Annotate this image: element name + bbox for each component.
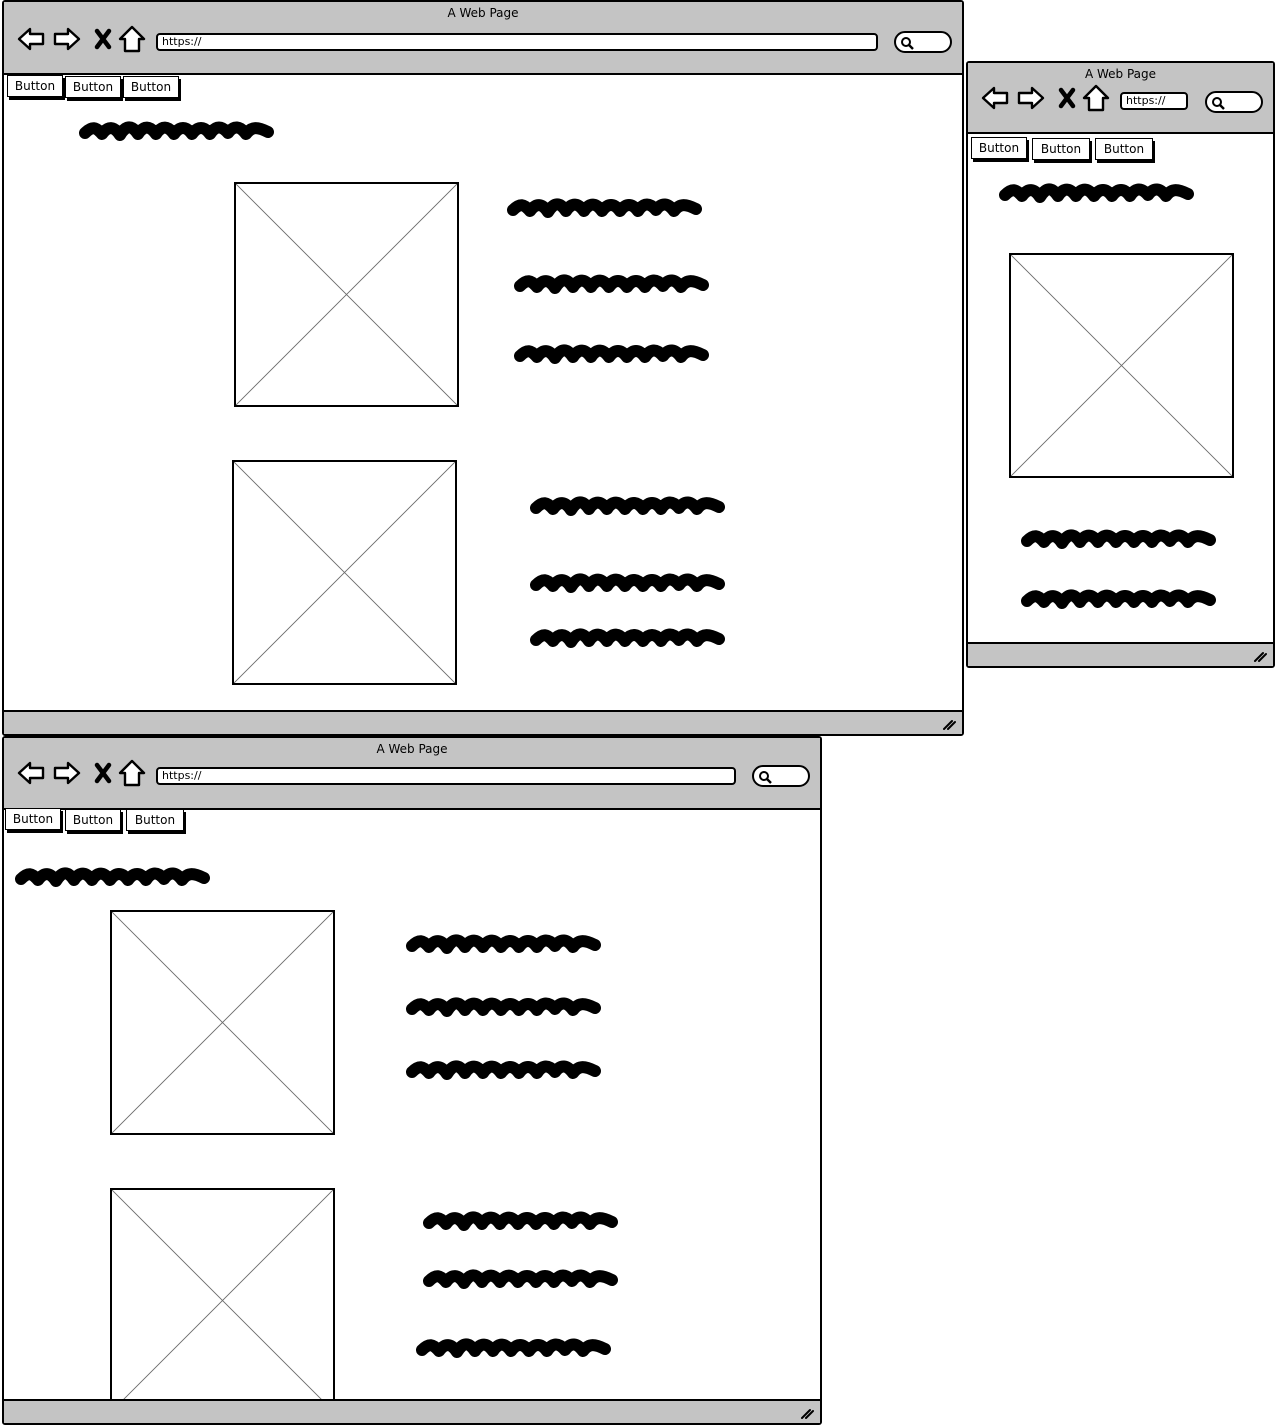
status-bar [4,710,962,734]
nav-button-2[interactable]: Button [1032,138,1090,160]
close-icon[interactable] [1052,83,1082,113]
browser-window-tablet: A Web Page https:// Button Button Button [2,736,822,1425]
arrow-left-icon[interactable] [16,24,46,54]
text-scribble [406,931,602,961]
text-scribble [406,994,602,1024]
text-scribble [530,493,726,523]
resize-grip-icon[interactable] [800,1406,814,1420]
text-scribble [530,625,726,655]
text-scribble [416,1335,612,1365]
nav-button-1[interactable]: Button [7,75,63,97]
browser-toolbar: A Web Page https:// [4,738,820,810]
image-placeholder [234,182,459,407]
browser-toolbar: A Web Page https:// [968,63,1273,134]
address-bar[interactable]: https:// [156,767,736,785]
nav-button-1[interactable]: Button [5,808,61,830]
window-title: A Web Page [376,742,448,756]
close-icon[interactable] [88,758,118,788]
image-placeholder [232,460,457,685]
nav-button-2[interactable]: Button [65,809,121,831]
home-icon[interactable] [117,24,147,54]
close-icon[interactable] [88,24,118,54]
window-title: A Web Page [447,6,519,20]
search-field[interactable] [894,31,952,53]
text-scribble [1021,586,1217,616]
browser-toolbar: A Web Page https:// [4,2,962,75]
resize-grip-icon[interactable] [942,717,956,731]
arrow-left-icon[interactable] [16,758,46,788]
status-bar [4,1399,820,1423]
nav-button-3[interactable]: Button [126,809,184,831]
heading-scribble [15,864,211,894]
search-field[interactable] [752,765,810,787]
heading-scribble [79,118,275,148]
arrow-left-icon[interactable] [980,83,1010,113]
image-placeholder-icon [112,912,333,1133]
image-placeholder-icon [234,462,455,683]
address-bar[interactable]: https:// [1120,92,1188,110]
window-title: A Web Page [1084,67,1157,81]
text-scribble [514,341,710,371]
arrow-right-icon[interactable] [52,24,82,54]
text-scribble [514,271,710,301]
nav-button-3[interactable]: Button [123,76,179,98]
nav-button-2[interactable]: Button [65,76,121,98]
image-placeholder-icon [236,184,457,405]
text-scribble [423,1266,619,1296]
image-placeholder [1009,253,1234,478]
text-scribble [507,195,703,225]
image-placeholder [110,910,335,1135]
image-placeholder [110,1188,335,1413]
arrow-right-icon[interactable] [52,758,82,788]
resize-grip-icon[interactable] [1253,649,1267,663]
status-bar [968,642,1273,666]
search-field[interactable] [1205,91,1263,113]
text-scribble [1021,526,1217,556]
browser-window-main: A Web Page https:// Button Button Button [2,0,964,736]
text-scribble [406,1057,602,1087]
text-scribble [423,1208,619,1238]
search-icon [901,37,914,50]
browser-window-mobile: A Web Page https:// Button Button Button [966,61,1275,668]
image-placeholder-icon [1011,255,1232,476]
search-icon [1212,97,1225,110]
home-icon[interactable] [117,758,147,788]
nav-button-1[interactable]: Button [971,137,1027,159]
nav-button-3[interactable]: Button [1095,138,1153,160]
search-icon [759,771,772,784]
heading-scribble [999,180,1195,210]
home-icon[interactable] [1081,83,1111,113]
text-scribble [530,570,726,600]
arrow-right-icon[interactable] [1016,83,1046,113]
image-placeholder-icon [112,1190,333,1411]
address-bar[interactable]: https:// [156,33,878,51]
